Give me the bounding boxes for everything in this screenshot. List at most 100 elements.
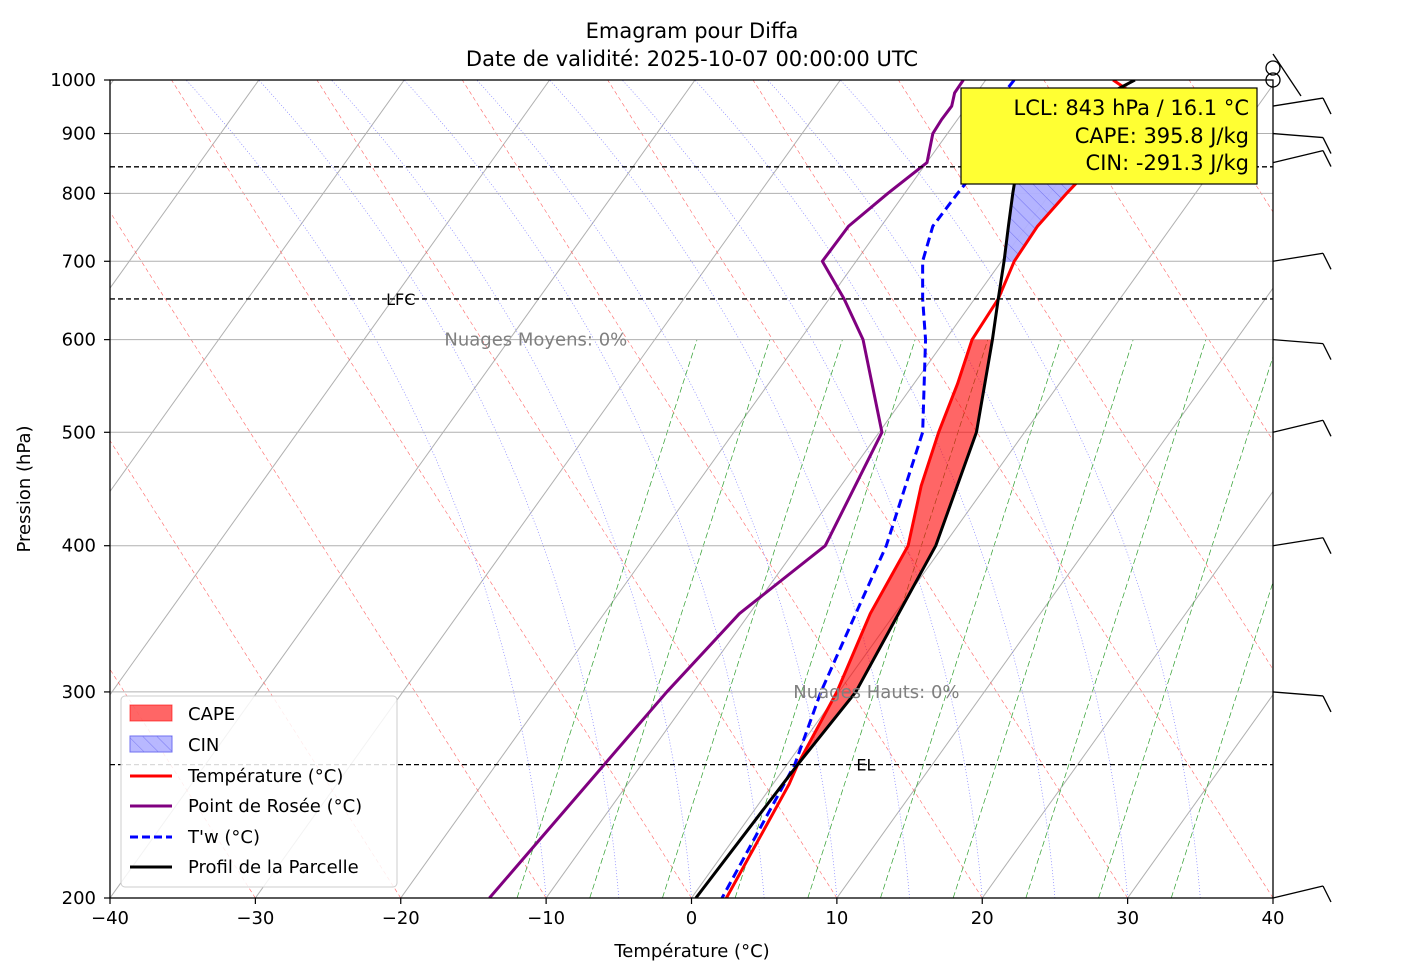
x-tick-label: 10 [825, 908, 848, 929]
y-tick-label: 300 [62, 682, 96, 703]
chart-title: Emagram pour Diffa [586, 19, 799, 43]
wind-barb-staff [1272, 149, 1324, 164]
x-tick-label: 20 [971, 908, 994, 929]
dry-adiabat-line [1043, 80, 1273, 442]
moist-adiabat-line [331, 80, 692, 898]
moist-adiabat-line [549, 80, 910, 898]
wind-barb-staff [1272, 537, 1324, 547]
wind-barb-flag [1322, 97, 1332, 115]
dry-adiabat-line [316, 80, 838, 898]
y-tick-label: 800 [62, 183, 96, 204]
legend: CAPE CIN Température (°C) Point de Rosée… [120, 695, 398, 888]
legend-swatch-cape [129, 704, 173, 722]
level-label-lfc: LFC [386, 290, 415, 309]
wind-barb-staff [1272, 419, 1324, 433]
y-tick-label: 500 [62, 422, 96, 443]
moist-adiabat-line [476, 80, 838, 898]
legend-swatch-cin [129, 735, 173, 753]
dry-adiabat-line [461, 80, 983, 898]
wind-barb-flag [1322, 885, 1332, 903]
mixing-ratio-line [1098, 355, 1273, 898]
mixing-ratio-line [662, 339, 843, 898]
wetbulb-line [720, 80, 1016, 898]
y-axis-label: Pression (hPa) [14, 425, 35, 552]
x-axis-label: Température (°C) [613, 941, 769, 962]
mixing-ratio-line [952, 339, 1134, 898]
x-tick-label: 40 [1262, 908, 1285, 929]
wind-barb-flag [1322, 537, 1332, 554]
dewpoint-line [488, 80, 965, 898]
level-label-el: EL [856, 756, 875, 775]
wind-barb-staff [1272, 97, 1324, 107]
legend-label-cape: CAPE [188, 704, 235, 725]
moist-adiabat-line [403, 80, 765, 898]
isotherm-line [110, 80, 551, 696]
moist-adiabat-line [621, 80, 983, 898]
wind-barb-staff [1272, 338, 1324, 345]
info-box-cape: CAPE: 395.8 J/kg [1075, 124, 1249, 148]
isotherm-line [691, 84, 1273, 898]
legend-frame [120, 695, 398, 888]
isotherm-line [1272, 897, 1273, 898]
dry-adiabat-line [898, 80, 1273, 670]
legend-label-wetbulb: T'w (°C) [187, 827, 260, 848]
legend-label-temperature: Température (°C) [187, 766, 343, 787]
legend-label-parcel: Profil de la Parcelle [188, 857, 359, 878]
moist-adiabat-line [185, 80, 547, 898]
cape-area [797, 339, 993, 765]
legend-label-dewpoint: Point de Rosée (°C) [188, 796, 362, 817]
isotherm-line [981, 490, 1273, 898]
chart-subtitle: Date de validité: 2025-10-07 00:00:00 UT… [466, 47, 918, 71]
y-tick-label: 600 [62, 330, 96, 351]
y-tick-label: 400 [62, 536, 96, 557]
wind-barb-flag [1322, 343, 1332, 360]
calm-wind-circle [1265, 60, 1281, 76]
moist-adiabat-line [767, 80, 1128, 898]
dry-adiabat-line [1335, 80, 1404, 898]
info-box-cin: CIN: -291.3 J/kg [1086, 151, 1249, 175]
info-box-lcl: LCL: 843 hPa / 16.1 °C [1014, 96, 1250, 120]
wind-barb-flag [1322, 252, 1332, 270]
legend-label-cin: CIN [188, 735, 219, 756]
wind-barb-staff [1272, 691, 1324, 697]
mixing-ratio-line [1170, 581, 1273, 898]
isotherm-line [836, 287, 1273, 898]
mixing-ratio-line [516, 339, 698, 898]
info-box: LCL: 843 hPa / 16.1 °C CAPE: 395.8 J/kg … [960, 87, 1258, 185]
wind-barb-flag [1322, 420, 1332, 437]
parcel-profile-line [694, 80, 1136, 898]
y-tick-label: 900 [62, 124, 96, 145]
dry-adiabat-line [607, 80, 1128, 898]
moist-adiabat-line [840, 80, 1201, 898]
x-tick-label: −10 [527, 908, 565, 929]
wind-barb-flag [1322, 150, 1332, 167]
y-tick-label: 1000 [50, 70, 96, 91]
wind-barb-staff [1272, 252, 1324, 262]
dry-adiabat-line [1188, 80, 1273, 213]
isotherm-line [110, 80, 260, 290]
x-tick-label: 30 [1116, 908, 1139, 929]
x-tick-label: −30 [236, 908, 274, 929]
isotherm-line [110, 80, 405, 493]
wind-barb-flag [1322, 137, 1332, 154]
moist-adiabat-line [258, 80, 620, 898]
x-tick-label: −40 [91, 908, 129, 929]
wind-barb [1272, 53, 1302, 97]
dry-adiabat-line [110, 211, 547, 898]
wind-barb-staff [1272, 885, 1324, 899]
cloud-annotation: Nuages Moyens: 0% [444, 330, 627, 351]
mixing-ratio-line [589, 339, 771, 898]
mixing-ratio-line [1025, 339, 1207, 898]
y-tick-label: 200 [62, 888, 96, 909]
isotherm-line [1127, 693, 1273, 898]
x-tick-label: 0 [686, 908, 697, 929]
cloud-annotation: Nuages Hauts: 0% [793, 682, 959, 703]
calm-wind-circle [1265, 72, 1281, 88]
dry-adiabat-line [752, 80, 1273, 898]
wind-barb-flag [1322, 695, 1332, 713]
wind-barb-staff [1272, 132, 1324, 139]
y-tick-label: 700 [62, 251, 96, 272]
x-tick-label: −20 [382, 908, 420, 929]
